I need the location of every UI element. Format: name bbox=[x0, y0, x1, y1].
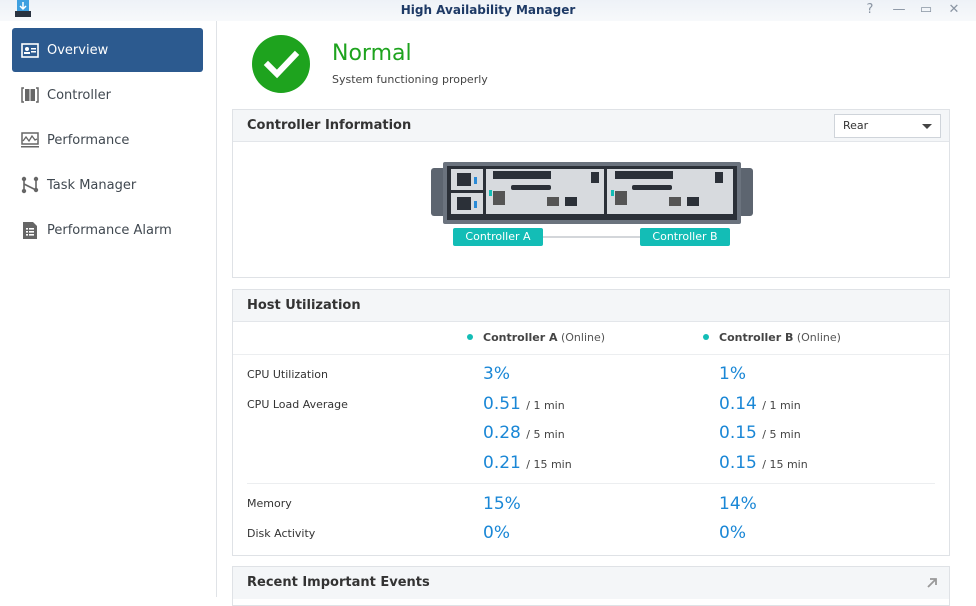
controller-a-column-header: Controller A (Online) bbox=[467, 331, 605, 344]
performance-chart-icon bbox=[20, 130, 40, 150]
host-utilization-panel: Host Utilization Controller A (Online) C… bbox=[232, 289, 950, 556]
overview-card-icon bbox=[20, 40, 40, 60]
main-content: Normal System functioning properly Contr… bbox=[218, 21, 976, 606]
sidebar-item-overview[interactable]: Overview bbox=[12, 28, 203, 72]
controller-a-tag: Controller A bbox=[453, 228, 543, 246]
panel-title: Controller Information bbox=[233, 110, 949, 142]
app-logo-icon bbox=[15, 0, 31, 17]
sidebar: Overview Controller Performance Task Man… bbox=[0, 21, 217, 597]
controller-a-load-1: 0.51 / 1 min bbox=[483, 394, 565, 414]
controller-icon bbox=[20, 85, 40, 105]
expand-arrow-icon[interactable] bbox=[927, 578, 937, 588]
status-title: Normal bbox=[332, 41, 412, 66]
sidebar-item-label: Overview bbox=[47, 42, 109, 58]
divider bbox=[247, 483, 935, 484]
panel-title: Host Utilization bbox=[233, 290, 949, 322]
sidebar-item-label: Performance Alarm bbox=[47, 222, 172, 238]
view-select-dropdown[interactable]: Rear bbox=[834, 114, 941, 138]
sidebar-item-task-manager[interactable]: Task Manager bbox=[12, 163, 203, 207]
cpu-utilization-label: CPU Utilization bbox=[247, 368, 328, 381]
online-dot-icon bbox=[703, 334, 709, 340]
controller-a-disk: 0% bbox=[483, 523, 510, 543]
minimize-button[interactable]: — bbox=[892, 2, 906, 17]
sidebar-item-performance[interactable]: Performance bbox=[12, 118, 203, 162]
panel-title: Recent Important Events bbox=[233, 567, 949, 599]
controller-b-cpu: 1% bbox=[719, 364, 746, 384]
view-select-value: Rear bbox=[843, 119, 869, 132]
controller-b-column-header: Controller B (Online) bbox=[703, 331, 841, 344]
controller-b-tag: Controller B bbox=[640, 228, 730, 246]
disk-activity-label: Disk Activity bbox=[247, 527, 316, 540]
controller-b-load-1: 0.14 / 1 min bbox=[719, 394, 801, 414]
cpu-load-label: CPU Load Average bbox=[247, 398, 348, 411]
title-bar: High Availability Manager ? — ▭ ✕ bbox=[0, 0, 976, 21]
controller-a-cpu: 3% bbox=[483, 364, 510, 384]
sidebar-item-controller[interactable]: Controller bbox=[12, 73, 203, 117]
window-title: High Availability Manager bbox=[400, 3, 576, 17]
sidebar-item-label: Performance bbox=[47, 132, 130, 148]
memory-label: Memory bbox=[247, 497, 292, 510]
help-button[interactable]: ? bbox=[866, 2, 874, 17]
close-button[interactable]: ✕ bbox=[948, 2, 960, 17]
sidebar-item-label: Controller bbox=[47, 87, 111, 103]
task-flow-icon bbox=[20, 175, 40, 195]
maximize-button[interactable]: ▭ bbox=[919, 2, 933, 17]
divider bbox=[233, 354, 949, 355]
controller-b-load-5: 0.15 / 5 min bbox=[719, 423, 801, 443]
status-ok-icon bbox=[252, 35, 310, 93]
controller-b-load-15: 0.15 / 15 min bbox=[719, 453, 808, 473]
controller-a-memory: 15% bbox=[483, 494, 521, 514]
chevron-down-icon bbox=[922, 124, 932, 129]
controller-b-disk: 0% bbox=[719, 523, 746, 543]
sidebar-item-performance-alarm[interactable]: Performance Alarm bbox=[12, 208, 203, 252]
recent-events-panel: Recent Important Events bbox=[232, 566, 950, 606]
server-rear-illustration bbox=[431, 162, 753, 224]
online-dot-icon bbox=[467, 334, 473, 340]
sidebar-item-label: Task Manager bbox=[47, 177, 137, 193]
status-subtitle: System functioning properly bbox=[332, 73, 488, 86]
controller-a-load-15: 0.21 / 15 min bbox=[483, 453, 572, 473]
controller-a-load-5: 0.28 / 5 min bbox=[483, 423, 565, 443]
controller-b-memory: 14% bbox=[719, 494, 757, 514]
alarm-document-icon bbox=[20, 220, 40, 240]
controller-link-line bbox=[533, 236, 653, 238]
controller-information-panel: Controller Information Rear Controller A… bbox=[232, 109, 950, 278]
